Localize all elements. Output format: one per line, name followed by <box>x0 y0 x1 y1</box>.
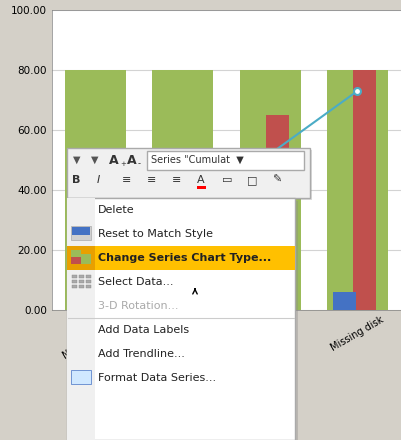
Text: ✎: ✎ <box>272 175 282 185</box>
Text: 3-D Rotation...: 3-D Rotation... <box>98 301 178 311</box>
Bar <box>152 70 213 310</box>
Text: □: □ <box>247 175 257 185</box>
Text: Delete: Delete <box>98 205 135 215</box>
Text: Add Trendline...: Add Trendline... <box>98 349 185 359</box>
Bar <box>71 226 94 310</box>
Text: ▼: ▼ <box>91 155 99 165</box>
Text: +: + <box>120 161 126 167</box>
Text: A: A <box>197 175 205 185</box>
Text: Change Series Chart Type...: Change Series Chart Type... <box>98 253 271 263</box>
Text: ≡: ≡ <box>172 175 181 185</box>
Bar <box>245 301 269 310</box>
Bar <box>65 70 126 310</box>
Text: Reset to Match Style: Reset to Match Style <box>98 229 213 239</box>
Text: ▼: ▼ <box>73 155 81 165</box>
Text: Add Data Labels: Add Data Labels <box>98 325 189 335</box>
Text: ≡: ≡ <box>122 175 132 185</box>
Bar <box>239 70 301 310</box>
Text: -: - <box>138 159 141 169</box>
Text: B: B <box>72 175 80 185</box>
Bar <box>333 292 356 310</box>
Bar <box>265 115 289 310</box>
Bar <box>178 301 201 310</box>
Text: ▭: ▭ <box>222 175 233 185</box>
Text: A: A <box>109 154 119 166</box>
Text: Format Data Series...: Format Data Series... <box>98 373 216 383</box>
Bar <box>91 244 114 310</box>
Text: I: I <box>97 175 100 185</box>
Bar <box>327 70 388 310</box>
Bar <box>353 70 376 310</box>
Text: Series "Cumulat  ▼: Series "Cumulat ▼ <box>151 155 244 165</box>
Text: A: A <box>127 154 137 166</box>
Text: ≡: ≡ <box>147 175 156 185</box>
Text: Select Data...: Select Data... <box>98 277 174 287</box>
